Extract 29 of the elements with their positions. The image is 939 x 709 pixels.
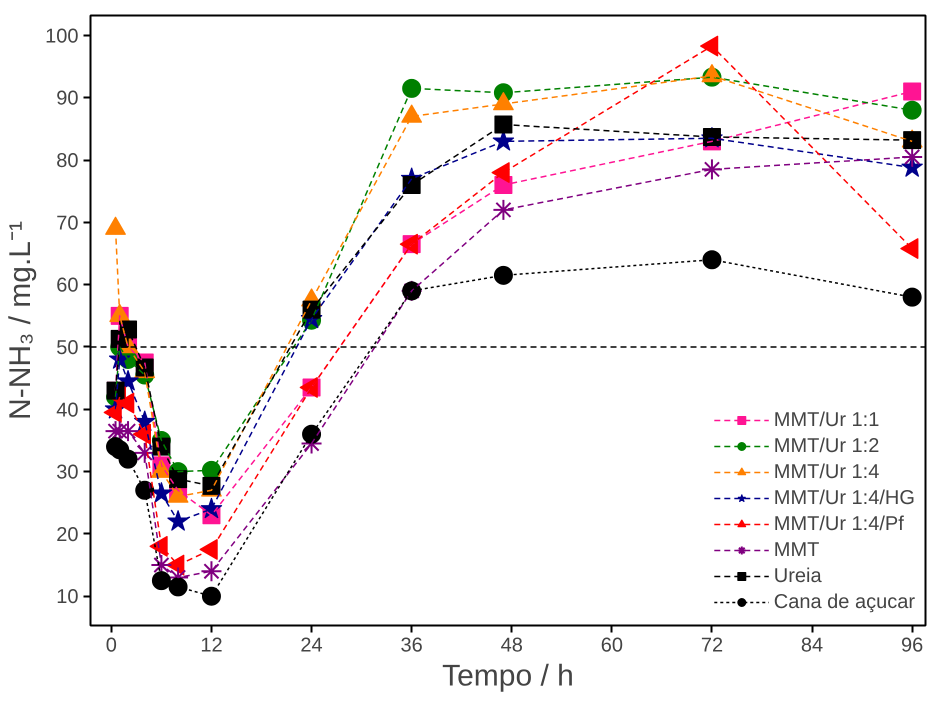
y-tick-label: 90 — [56, 88, 79, 110]
y-tick-label: 30 — [56, 462, 79, 484]
x-axis-title: Tempo / h — [442, 660, 574, 692]
y-tick-label: 40 — [56, 399, 79, 422]
x-tick-label: 0 — [106, 634, 117, 656]
legend-label: MMT/Ur 1:1 — [774, 408, 880, 432]
legend-label: MMT/Ur 1:4/Pf — [774, 512, 904, 536]
x-tick-label: 24 — [300, 634, 323, 656]
y-tick-label: 80 — [56, 150, 79, 172]
x-tick-label: 12 — [200, 634, 223, 656]
x-tick-label: 36 — [400, 634, 423, 656]
legend-label: MMT/Ur 1:2 — [774, 434, 880, 458]
y-tick-label: 10 — [56, 586, 79, 608]
y-tick-label: 70 — [56, 212, 79, 234]
y-tick-label: 50 — [56, 336, 79, 359]
x-tick-label: 72 — [700, 634, 724, 656]
legend-label: Ureia — [774, 564, 822, 588]
y-tick-label: 20 — [56, 524, 79, 546]
x-tick-label: 48 — [500, 634, 523, 656]
x-tick-label: 60 — [600, 634, 623, 656]
legend-label: MMT — [774, 538, 820, 562]
legend-label: MMT/Ur 1:4/HG — [774, 486, 915, 510]
y-tick-label: 60 — [56, 274, 79, 297]
x-tick-label: 96 — [901, 634, 924, 656]
legend-label: Cana de açucar — [774, 590, 915, 614]
y-tick-label: 100 — [45, 25, 79, 48]
x-tick-label: 84 — [800, 634, 824, 656]
legend-label: MMT/Ur 1:4 — [774, 460, 880, 484]
y-axis-title: N-NH₃ / mg.L⁻¹ — [4, 221, 38, 420]
